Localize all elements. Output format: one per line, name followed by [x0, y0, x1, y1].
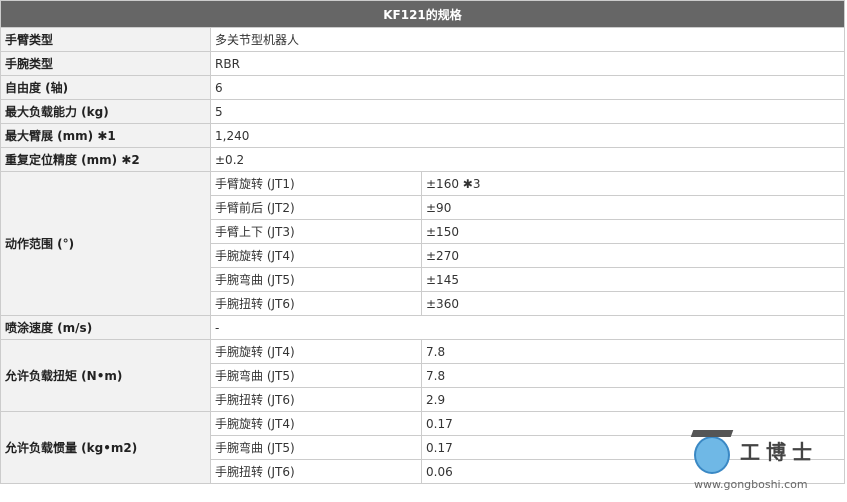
axis-value: ±160 ✱3: [421, 171, 845, 196]
axis-label: 手腕旋转 (JT4): [210, 243, 422, 268]
table-row: 手腕类型 RBR: [0, 51, 845, 76]
axis-label: 手腕扭转 (JT6): [210, 291, 422, 316]
axis-value: 0.17: [421, 435, 845, 460]
axis-value: 0.17: [421, 411, 845, 436]
row-label: 自由度 (轴): [0, 75, 211, 100]
table-row: 手臂类型 多关节型机器人: [0, 27, 845, 52]
table-row: 手腕扭转 (JT6) 0.06: [1, 459, 845, 484]
table-title: KF121的规格: [0, 0, 845, 28]
axis-value: ±360: [421, 291, 845, 316]
axis-label: 手腕弯曲 (JT5): [210, 267, 422, 292]
axis-value: 7.8: [421, 363, 845, 388]
axis-label: 手臂上下 (JT3): [210, 219, 422, 244]
row-value: 6: [210, 75, 845, 100]
table-row: 最大负载能力 (kg) 5: [0, 99, 845, 124]
row-value: ±0.2: [210, 147, 845, 172]
table-row: 手腕扭转 (JT6) 2.9: [1, 387, 845, 412]
axis-value: ±145: [421, 267, 845, 292]
axis-label: 手腕弯曲 (JT5): [210, 363, 422, 388]
axis-label: 手腕扭转 (JT6): [210, 459, 422, 484]
row-value: 多关节型机器人: [210, 27, 845, 52]
axis-label: 手臂前后 (JT2): [210, 195, 422, 220]
table-row: 手臂前后 (JT2) ±90: [1, 195, 845, 220]
row-value: RBR: [210, 51, 845, 76]
axis-label: 手腕旋转 (JT4): [210, 339, 422, 364]
table-row: 动作范围 (°) 手臂旋转 (JT1) ±160 ✱3: [0, 171, 845, 316]
row-label: 喷涂速度 (m/s): [0, 315, 211, 340]
table-row: 喷涂速度 (m/s) -: [0, 315, 845, 340]
axis-label: 手腕弯曲 (JT5): [210, 435, 422, 460]
row-value: -: [210, 315, 845, 340]
row-value: 1,240: [210, 123, 845, 148]
row-label: 允许负载扭矩 (N•m): [0, 339, 211, 412]
axis-label: 手腕扭转 (JT6): [210, 387, 422, 412]
table-row: 手腕弯曲 (JT5) ±145: [1, 267, 845, 292]
axis-label: 手臂旋转 (JT1): [210, 171, 422, 196]
table-row: 自由度 (轴) 6: [0, 75, 845, 100]
row-label: 动作范围 (°): [0, 171, 211, 316]
table-row: 允许负载惯量 (kg•m2) 手腕旋转 (JT4) 0.17: [0, 411, 845, 484]
axis-value: 2.9: [421, 387, 845, 412]
axis-value: 0.06: [421, 459, 845, 484]
table-row: 最大臂展 (mm) ✱1 1,240: [0, 123, 845, 148]
axis-value: ±270: [421, 243, 845, 268]
row-label: 重复定位精度 (mm) ✱2: [0, 147, 211, 172]
row-label: 最大负载能力 (kg): [0, 99, 211, 124]
row-label: 手腕类型: [0, 51, 211, 76]
table-row: 重复定位精度 (mm) ✱2 ±0.2: [0, 147, 845, 172]
spec-table: KF121的规格 手臂类型 多关节型机器人 手腕类型 RBR 自由度 (轴) 6 最大…: [0, 0, 845, 484]
axis-value: ±90: [421, 195, 845, 220]
table-row: 手腕旋转 (JT4) ±270: [1, 243, 845, 268]
row-label: 最大臂展 (mm) ✱1: [0, 123, 211, 148]
axis-label: 手腕旋转 (JT4): [210, 411, 422, 436]
row-value: 5: [210, 99, 845, 124]
axis-value: 7.8: [421, 339, 845, 364]
row-label: 允许负载惯量 (kg•m2): [0, 411, 211, 484]
row-label: 手臂类型: [0, 27, 211, 52]
table-row: 手腕扭转 (JT6) ±360: [1, 291, 845, 316]
table-row: 允许负载扭矩 (N•m) 手腕旋转 (JT4) 7.8: [0, 339, 845, 412]
table-row: 手腕弯曲 (JT5) 0.17: [1, 435, 845, 460]
axis-value: ±150: [421, 219, 845, 244]
